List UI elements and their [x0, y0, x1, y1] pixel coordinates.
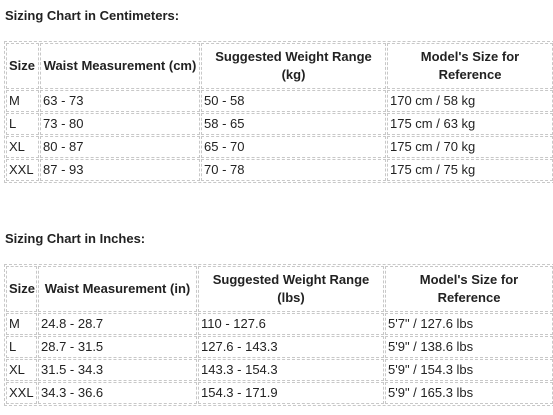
- data-row: XXL 34.3 - 36.6 154.3 - 171.9 5'9" / 165.3 …: [6, 382, 553, 404]
- cell: L: [6, 336, 37, 358]
- section-title: Sizing Chart in Inches:: [5, 231, 146, 246]
- data-row: XXL 87 - 93 70 - 78 175 cm / 75 kg: [6, 159, 553, 181]
- cell: 87 - 93: [40, 159, 200, 181]
- header-cell: Suggested Weight Range (kg): [201, 43, 386, 89]
- header-cell: Waist Measurement (cm): [40, 43, 200, 89]
- cell: M: [6, 90, 39, 112]
- data-row: XL 80 - 87 65 - 70 175 cm / 70 kg: [6, 136, 553, 158]
- data-row: XL 31.5 - 34.3 143.3 - 154.3 5'9" / 154.3 l…: [6, 359, 553, 381]
- data-row: M 63 - 73 50 - 58 170 cm / 58 kg: [6, 90, 553, 112]
- cell: 50 - 58: [201, 90, 386, 112]
- cell: 31.5 - 34.3: [38, 359, 197, 381]
- header-cell: Size: [6, 43, 39, 89]
- header-cell: Model's Size for Reference: [385, 266, 553, 312]
- cell: 127.6 - 143.3: [198, 336, 384, 358]
- cell: L: [6, 113, 39, 135]
- cell: 24.8 - 28.7: [38, 313, 197, 335]
- cell: 63 - 73: [40, 90, 200, 112]
- cell: 73 - 80: [40, 113, 200, 135]
- cell: 80 - 87: [40, 136, 200, 158]
- cell: XXL: [6, 382, 37, 404]
- header-row: Size Waist Measurement (in) Suggested Weig…: [6, 266, 553, 312]
- cell: 110 - 127.6: [198, 313, 384, 335]
- cell: 5'9" / 165.3 lbs: [385, 382, 553, 404]
- cell: 65 - 70: [201, 136, 386, 158]
- size-table: Size Waist Measurement (in) Suggested Weig…: [4, 264, 553, 406]
- cell: 28.7 - 31.5: [38, 336, 197, 358]
- cell: XL: [6, 359, 37, 381]
- data-row: M 24.8 - 28.7 110 - 127.6 5'7" / 127.6 lbs: [6, 313, 553, 335]
- cell: M: [6, 313, 37, 335]
- cell: 70 - 78: [201, 159, 386, 181]
- header-cell: Waist Measurement (in): [38, 266, 197, 312]
- header-cell: Suggested Weight Range (lbs): [198, 266, 384, 312]
- cell: 143.3 - 154.3: [198, 359, 384, 381]
- cell: 175 cm / 70 kg: [387, 136, 553, 158]
- header-cell: Size: [6, 266, 37, 312]
- cell: 175 cm / 63 kg: [387, 113, 553, 135]
- data-row: L 28.7 - 31.5 127.6 - 143.3 5'9" / 138.6 lb…: [6, 336, 553, 358]
- cell: XXL: [6, 159, 39, 181]
- cell: 5'9" / 154.3 lbs: [385, 359, 553, 381]
- cell: 175 cm / 75 kg: [387, 159, 553, 181]
- cell: 34.3 - 36.6: [38, 382, 197, 404]
- cell: 170 cm / 58 kg: [387, 90, 553, 112]
- cell: 154.3 - 171.9: [198, 382, 384, 404]
- section-title: Sizing Chart in Centimeters:: [5, 8, 180, 23]
- cell: 5'7" / 127.6 lbs: [385, 313, 553, 335]
- data-row: L 73 - 80 58 - 65 175 cm / 63 kg: [6, 113, 553, 135]
- cell: 5'9" / 138.6 lbs: [385, 336, 553, 358]
- header-cell: Model's Size for Reference: [387, 43, 553, 89]
- header-row: Size Waist Measurement (cm) Suggested Weig…: [6, 43, 553, 89]
- size-table: Size Waist Measurement (cm) Suggested Weig…: [4, 41, 553, 183]
- cell: XL: [6, 136, 39, 158]
- cell: 58 - 65: [201, 113, 386, 135]
